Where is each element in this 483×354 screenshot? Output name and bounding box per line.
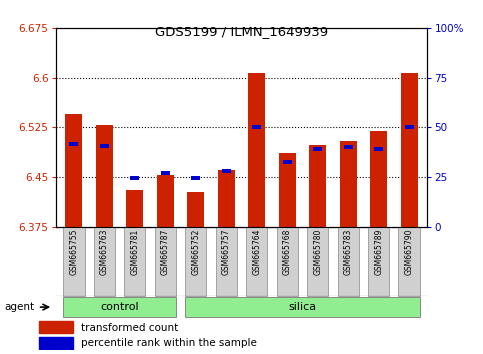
Text: control: control xyxy=(100,302,139,312)
Text: silica: silica xyxy=(288,302,316,312)
Text: GSM665780: GSM665780 xyxy=(313,229,322,275)
Bar xyxy=(99,144,109,148)
Bar xyxy=(343,145,353,149)
Text: GSM665757: GSM665757 xyxy=(222,229,231,275)
FancyBboxPatch shape xyxy=(63,227,85,296)
Bar xyxy=(370,131,387,227)
FancyBboxPatch shape xyxy=(124,227,145,296)
FancyBboxPatch shape xyxy=(277,227,298,296)
Bar xyxy=(405,125,414,130)
Bar xyxy=(39,337,72,349)
Text: GSM665781: GSM665781 xyxy=(130,229,139,275)
FancyBboxPatch shape xyxy=(307,227,328,296)
Bar xyxy=(66,114,82,227)
Bar xyxy=(69,142,78,146)
FancyBboxPatch shape xyxy=(94,227,115,296)
Text: GSM665787: GSM665787 xyxy=(161,229,170,275)
FancyBboxPatch shape xyxy=(246,227,268,296)
Text: GSM665755: GSM665755 xyxy=(70,229,78,275)
FancyBboxPatch shape xyxy=(215,227,237,296)
Text: GSM665768: GSM665768 xyxy=(283,229,292,275)
Bar xyxy=(161,171,170,175)
FancyBboxPatch shape xyxy=(368,227,389,296)
Bar xyxy=(283,160,292,164)
FancyBboxPatch shape xyxy=(155,227,176,296)
Text: GSM665764: GSM665764 xyxy=(252,229,261,275)
Bar xyxy=(279,153,296,227)
Text: GSM665752: GSM665752 xyxy=(191,229,200,275)
FancyBboxPatch shape xyxy=(185,227,206,296)
Text: agent: agent xyxy=(5,302,35,312)
FancyBboxPatch shape xyxy=(398,227,420,296)
Bar xyxy=(218,170,235,227)
Text: GSM665789: GSM665789 xyxy=(374,229,383,275)
Text: percentile rank within the sample: percentile rank within the sample xyxy=(81,338,256,348)
Bar xyxy=(248,73,265,227)
Bar xyxy=(309,145,326,227)
Bar xyxy=(252,125,261,130)
Bar xyxy=(130,176,140,180)
Bar xyxy=(374,147,384,151)
Bar xyxy=(191,176,200,179)
Text: GDS5199 / ILMN_1649939: GDS5199 / ILMN_1649939 xyxy=(155,25,328,38)
Text: transformed count: transformed count xyxy=(81,322,178,332)
Bar xyxy=(340,141,356,227)
FancyBboxPatch shape xyxy=(338,227,359,296)
Bar xyxy=(39,321,72,333)
Bar xyxy=(127,190,143,227)
FancyBboxPatch shape xyxy=(185,297,420,318)
Bar xyxy=(313,147,322,151)
Bar xyxy=(96,125,113,227)
Text: GSM665790: GSM665790 xyxy=(405,229,413,275)
Bar xyxy=(187,192,204,227)
Text: GSM665763: GSM665763 xyxy=(100,229,109,275)
Bar xyxy=(222,169,231,173)
Text: GSM665783: GSM665783 xyxy=(344,229,353,275)
Bar xyxy=(401,73,417,227)
FancyBboxPatch shape xyxy=(63,297,176,318)
Bar xyxy=(157,175,174,227)
